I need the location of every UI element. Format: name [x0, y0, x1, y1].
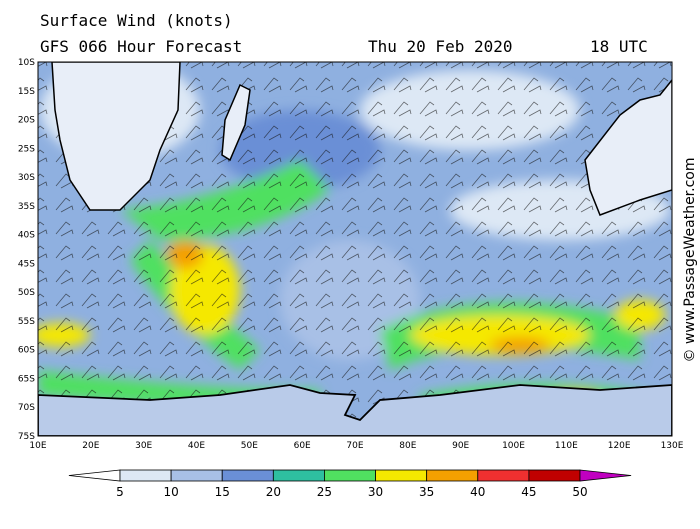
colorbar-segment	[324, 469, 376, 482]
africa	[51, 62, 181, 211]
map	[38, 62, 672, 436]
model: GFS 066 Hour Forecast	[40, 37, 242, 56]
colorbar-tick-label: 40	[470, 485, 485, 499]
lat-label: 15S	[18, 87, 35, 97]
lon-label: 60E	[294, 441, 311, 451]
credit: © www.PassageWeather.com	[682, 157, 698, 362]
lat-label: 30S	[18, 173, 35, 183]
lat-label: 35S	[18, 202, 35, 212]
colorbar-tick-label: 15	[215, 485, 230, 499]
lon-label: 70E	[346, 441, 363, 451]
colorbar-segment	[170, 469, 223, 482]
lat-label: 40S	[18, 231, 35, 241]
lat-label: 25S	[18, 144, 35, 154]
madagascar	[221, 83, 251, 162]
lat-label: 45S	[18, 259, 35, 269]
colorbar-segment	[426, 469, 479, 482]
colorbar-segment	[477, 469, 530, 482]
date: Thu 20 Feb 2020	[368, 37, 513, 56]
lat-label: 65S	[18, 374, 35, 384]
colorbar-tick-label: 35	[419, 485, 434, 499]
colorbar-tick-label: 5	[116, 485, 124, 499]
colorbar-tick-label: 10	[163, 485, 178, 499]
lat-label: 60S	[18, 346, 35, 356]
lon-label: 30E	[135, 441, 152, 451]
lon-label: 120E	[608, 441, 631, 451]
lon-label: 80E	[399, 441, 416, 451]
colorbar-tick-label: 50	[572, 485, 587, 499]
colorbar-tick-label: 20	[266, 485, 281, 499]
title: Surface Wind (knots)	[40, 11, 233, 30]
colorbar-segment	[528, 469, 581, 482]
lon-label: 100E	[502, 441, 525, 451]
lon-label: 20E	[82, 441, 99, 451]
colorbar-low-arrow	[68, 469, 121, 482]
lon-label: 90E	[452, 441, 469, 451]
lat-label: 75S	[18, 432, 35, 442]
time: 18 UTC	[590, 37, 648, 56]
lat-label: 55S	[18, 317, 35, 327]
lat-label: 10S	[18, 58, 35, 68]
lat-label: 70S	[18, 403, 35, 413]
antarctica	[38, 384, 672, 436]
colorbar-tick-label: 30	[368, 485, 383, 499]
colorbar-tick-label: 45	[521, 485, 536, 499]
colorbar-segment	[375, 469, 428, 482]
lon-label: 10E	[29, 441, 46, 451]
colorbar-segment	[272, 469, 325, 482]
colorbar-tick-label: 25	[317, 485, 332, 499]
lat-label: 20S	[18, 116, 35, 126]
lon-label: 130E	[661, 441, 684, 451]
colorbar-segment	[119, 469, 172, 482]
lon-label: 110E	[555, 441, 578, 451]
colorbar-high-arrow	[579, 469, 632, 482]
lat-label: 50S	[18, 288, 35, 298]
map-frame	[37, 61, 673, 437]
lon-label: 40E	[188, 441, 205, 451]
colorbar-segment	[221, 469, 274, 482]
australia	[584, 78, 672, 216]
lon-label: 50E	[241, 441, 258, 451]
